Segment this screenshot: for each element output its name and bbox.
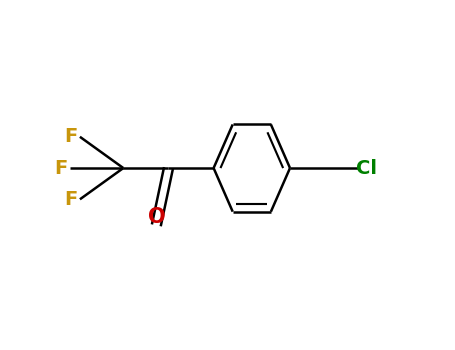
Text: F: F xyxy=(54,159,67,177)
Text: O: O xyxy=(147,206,165,227)
Text: Cl: Cl xyxy=(356,159,377,177)
Text: F: F xyxy=(65,127,78,146)
Text: F: F xyxy=(65,190,78,209)
